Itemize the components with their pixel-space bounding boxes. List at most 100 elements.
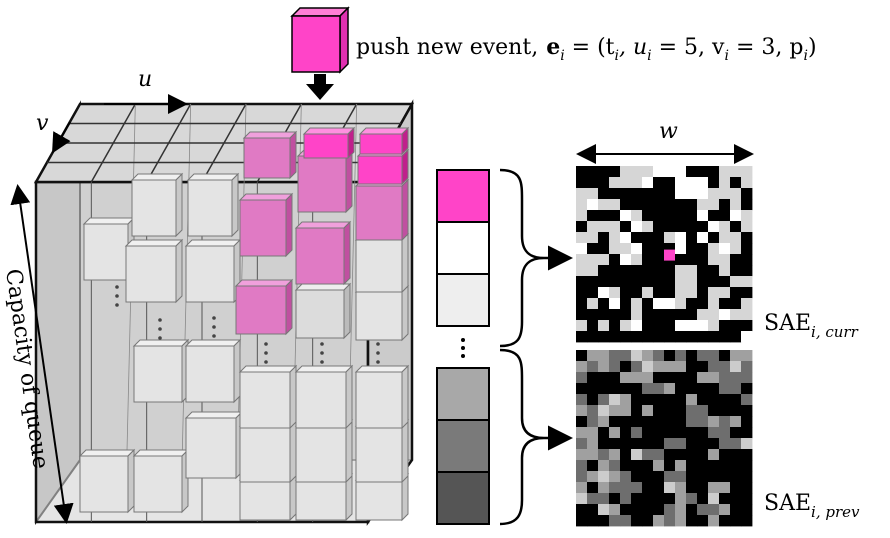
sae-pixel <box>609 177 621 189</box>
sae-pixel <box>642 298 654 310</box>
sae-pixel <box>719 232 731 244</box>
sae-pixel <box>697 331 709 343</box>
sae-pixel <box>620 320 632 332</box>
sae-pixel <box>664 221 676 233</box>
sae-pixel <box>609 199 621 211</box>
sae-pixel <box>719 504 731 516</box>
sae-pixel <box>719 287 731 299</box>
sae-pixel <box>598 493 610 505</box>
sae-pixel <box>675 188 687 200</box>
sae-pixel <box>730 188 742 200</box>
sae-pixel <box>675 331 687 343</box>
sae-pixel <box>664 438 676 450</box>
sae-pixel <box>587 383 599 395</box>
cube-grey <box>238 364 298 430</box>
sae-pixel <box>686 394 698 406</box>
sae-pixel <box>675 177 687 189</box>
sae-pixel <box>686 515 698 527</box>
sae-pixel <box>609 166 621 178</box>
sae-pixel <box>631 449 643 461</box>
eq-p-sub: i <box>803 48 807 64</box>
sae-pixel <box>675 482 687 494</box>
sae-pixel <box>642 177 654 189</box>
sae-pixel <box>719 177 731 189</box>
sae-pixel <box>642 232 654 244</box>
sae-pixel <box>730 361 742 373</box>
sae-pixel <box>719 471 731 483</box>
sae-pixel <box>708 309 720 321</box>
sae-pixel <box>631 471 643 483</box>
sae-pixel <box>653 394 665 406</box>
sae-pixel <box>609 298 621 310</box>
sae-pixel <box>598 449 610 461</box>
sae-pixel <box>609 482 621 494</box>
sae-pixel <box>642 372 654 384</box>
sae-pixel <box>719 383 731 395</box>
sae-pixel <box>686 177 698 189</box>
cube-grey <box>184 238 242 304</box>
sae-pixel <box>675 493 687 505</box>
sae-pixel <box>576 243 588 255</box>
sae-pixel <box>719 166 731 178</box>
sae-pixel <box>598 372 610 384</box>
cube-hot <box>302 126 356 160</box>
sae-pixel <box>598 515 610 527</box>
sae-pixel <box>741 309 753 321</box>
sae-pixel <box>686 287 698 299</box>
sae-pixel <box>587 298 599 310</box>
sae-pixel <box>620 515 632 527</box>
sae-pixel <box>587 320 599 332</box>
sae-pixel <box>609 309 621 321</box>
sae-pixel <box>686 504 698 516</box>
sae-pixel <box>675 383 687 395</box>
sae-pixel <box>664 482 676 494</box>
sae-pixel <box>741 471 753 483</box>
sae-pixel <box>631 177 643 189</box>
sae-pixel <box>609 287 621 299</box>
sae-pixel <box>719 265 731 277</box>
sae-pixel <box>609 416 621 428</box>
sae-pixel <box>609 449 621 461</box>
sae-pixel <box>620 350 632 362</box>
sae-pixel <box>686 460 698 472</box>
sae-pixel <box>675 276 687 288</box>
sae-pixel <box>719 515 731 527</box>
sae-pixel <box>697 265 709 277</box>
cube-grey <box>124 238 184 304</box>
sae-pixel <box>741 331 753 343</box>
sae-pixel <box>708 188 720 200</box>
sae-pixel <box>708 320 720 332</box>
sae-pixel <box>598 416 610 428</box>
sae-pixel <box>675 265 687 277</box>
sae-pixel <box>631 265 643 277</box>
sae-pixel <box>653 515 665 527</box>
sae-pixel <box>576 298 588 310</box>
sae-pixel <box>741 394 753 406</box>
sae-pixel <box>631 166 643 178</box>
sae-pixel <box>587 493 599 505</box>
sae-pixel <box>631 438 643 450</box>
sae-pixel <box>598 166 610 178</box>
cube-grey <box>186 172 240 238</box>
eq-e: e <box>546 34 560 60</box>
sae-pixel <box>576 254 588 266</box>
sae-pixel <box>730 515 742 527</box>
sae-pixel <box>642 383 654 395</box>
sae-pixel <box>675 309 687 321</box>
sae-pixel <box>609 243 621 255</box>
sae-pixel <box>576 438 588 450</box>
cube-hot <box>356 148 410 186</box>
eq-rest: = (t <box>565 35 615 60</box>
sae-pixel <box>653 276 665 288</box>
sae-pixel <box>642 405 654 417</box>
sae-pixel <box>686 331 698 343</box>
cube-grey <box>238 418 298 484</box>
sae-pixel <box>675 243 687 255</box>
sae-pixel <box>697 383 709 395</box>
sae-pixel <box>576 331 588 343</box>
sae-pixel <box>675 515 687 527</box>
sae-pixel <box>719 276 731 288</box>
sae-pixel <box>653 350 665 362</box>
sae-pixel <box>697 471 709 483</box>
sae-pixel <box>697 309 709 321</box>
